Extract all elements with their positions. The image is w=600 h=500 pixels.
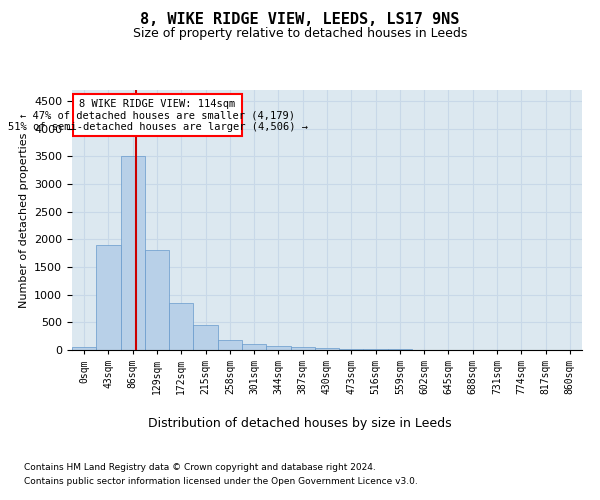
Bar xyxy=(169,303,193,350)
Y-axis label: Number of detached properties: Number of detached properties xyxy=(19,132,29,308)
Bar xyxy=(73,94,242,136)
Text: Size of property relative to detached houses in Leeds: Size of property relative to detached ho… xyxy=(133,28,467,40)
Text: 8 WIKE RIDGE VIEW: 114sqm: 8 WIKE RIDGE VIEW: 114sqm xyxy=(79,99,236,109)
Bar xyxy=(315,348,339,350)
Bar xyxy=(193,325,218,350)
Text: Distribution of detached houses by size in Leeds: Distribution of detached houses by size … xyxy=(148,418,452,430)
Bar xyxy=(96,245,121,350)
Bar xyxy=(242,344,266,350)
Text: ← 47% of detached houses are smaller (4,179): ← 47% of detached houses are smaller (4,… xyxy=(20,110,295,120)
Bar xyxy=(145,250,169,350)
Bar xyxy=(339,349,364,350)
Bar xyxy=(72,347,96,350)
Text: 51% of semi-detached houses are larger (4,506) →: 51% of semi-detached houses are larger (… xyxy=(8,122,308,132)
Bar xyxy=(290,347,315,350)
Bar xyxy=(121,156,145,350)
Text: 8, WIKE RIDGE VIEW, LEEDS, LS17 9NS: 8, WIKE RIDGE VIEW, LEEDS, LS17 9NS xyxy=(140,12,460,28)
Text: Contains HM Land Registry data © Crown copyright and database right 2024.: Contains HM Land Registry data © Crown c… xyxy=(24,462,376,471)
Bar xyxy=(364,349,388,350)
Text: Contains public sector information licensed under the Open Government Licence v3: Contains public sector information licen… xyxy=(24,478,418,486)
Bar xyxy=(218,340,242,350)
Bar xyxy=(266,346,290,350)
